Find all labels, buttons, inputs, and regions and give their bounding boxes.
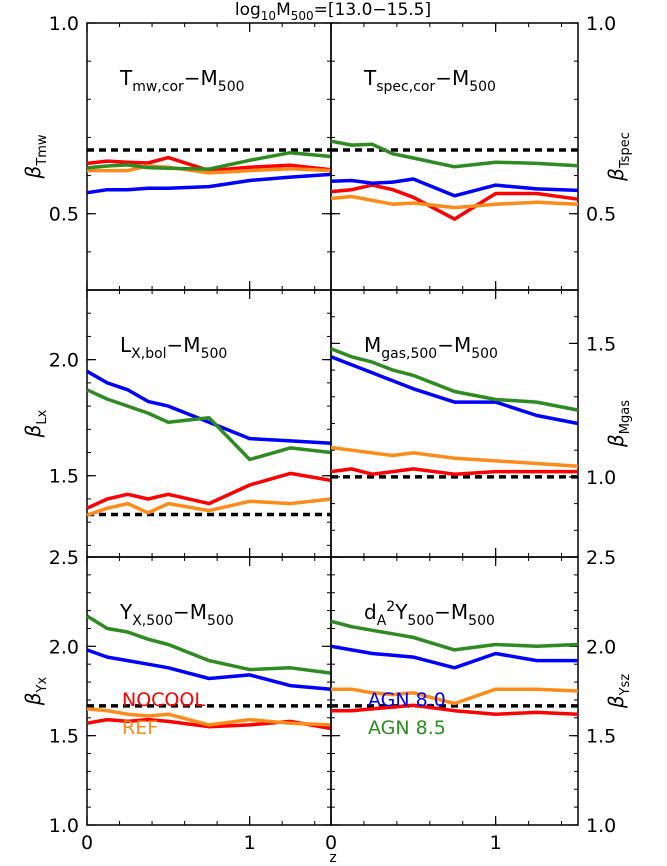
- y-tick-label: 1.5: [586, 333, 616, 355]
- x-tick-label: 1: [490, 832, 502, 854]
- panel-yx: 1.0 1.5 2.0 2.5 0 1 YX,500−M500 βYx: [21, 547, 332, 854]
- y-axis-label: βMgas: [604, 400, 633, 448]
- y-tick-label: 0.5: [49, 204, 79, 226]
- x-tick-label: 1: [244, 832, 256, 854]
- series-line-agn-8.0: [86, 369, 332, 445]
- series-line-agn-8.0: [86, 648, 332, 691]
- panel-mgas: 1.0 1.5 Mgas,500−M500 βMgas: [330, 289, 633, 558]
- series-line-ref: [86, 497, 332, 517]
- panels-group: 0.5 1.0 Tmw,cor−M500 βTmw 0.5 1.0 Tspec,cor−M5…: [21, 13, 633, 854]
- y-axis-label: βLx: [21, 409, 50, 438]
- series-line-agn-8.5: [86, 150, 332, 171]
- series-line-ref: [86, 707, 332, 727]
- y-tick-label: 1.0: [49, 13, 79, 35]
- x-tick-label: 0: [325, 832, 337, 854]
- series-line-nocool: [331, 703, 579, 716]
- series-line-agn-8.5: [330, 139, 579, 169]
- x-axis-label: z: [329, 850, 336, 866]
- legend-item: REF: [122, 717, 158, 739]
- series-line-agn-8.0: [330, 644, 578, 670]
- series-line-agn-8.5: [86, 614, 332, 675]
- y-tick-label: 1.0: [586, 13, 616, 35]
- series-line-agn-8.5: [330, 347, 579, 412]
- series-line-ref: [331, 687, 579, 706]
- series-line-agn-8.5: [86, 388, 332, 462]
- panel-label: Tspec,cor−M500: [363, 66, 496, 95]
- y-tick-label: 1.0: [586, 467, 616, 489]
- legend-item: NOCOOL: [122, 689, 205, 711]
- series-line-nocool: [330, 183, 579, 221]
- y-tick-label: 2.5: [586, 547, 616, 569]
- y-tick-label: 2.0: [586, 636, 616, 658]
- panel-label: LX,bol−M500: [120, 333, 227, 362]
- panel-frame: [330, 22, 579, 291]
- y-tick-label: 1.5: [49, 726, 79, 748]
- y-axis-label: βTmw: [21, 134, 50, 179]
- panel-label: YX,500−M500: [119, 600, 234, 629]
- y-tick-label: 1.5: [49, 466, 79, 488]
- series-line-nocool: [86, 155, 332, 173]
- chart-title: log10M500=[13.0−15.5]: [235, 0, 431, 23]
- y-tick-label: 2.5: [49, 547, 79, 569]
- y-axis-label: βYsz: [604, 674, 633, 709]
- legend-item: AGN 8.0: [368, 689, 446, 711]
- panel-tspec: 0.5 1.0 Tspec,cor−M500 βTspec: [330, 13, 633, 291]
- panel-lx: 1.5 2.0 LX,bol−M500 βLx: [21, 289, 332, 558]
- y-axis-label: βTspec: [604, 132, 633, 182]
- series-line-agn-8.0: [86, 172, 332, 195]
- panel-label: dA2Y500−M500: [364, 599, 495, 629]
- y-tick-label: 1.0: [49, 815, 79, 837]
- panel-frame: [86, 22, 332, 291]
- panel-label: Mgas,500−M500: [364, 333, 498, 362]
- series-line-ref: [330, 445, 579, 468]
- panel-label: Tmw,cor−M500: [119, 66, 245, 95]
- panel-tmw: 0.5 1.0 Tmw,cor−M500 βTmw: [21, 13, 332, 291]
- y-tick-label: 1.0: [586, 815, 616, 837]
- panel-frame: [330, 289, 579, 558]
- legend-item: AGN 8.5: [368, 717, 446, 739]
- series-line-nocool: [330, 467, 578, 476]
- x-tick-label: 0: [81, 832, 93, 854]
- series-line-agn-8.5: [330, 619, 579, 652]
- y-tick-label: 2.0: [49, 350, 79, 372]
- y-tick-label: 0.5: [586, 204, 616, 226]
- y-tick-label: 1.5: [586, 726, 616, 748]
- y-axis-label: βYx: [21, 676, 50, 706]
- series-line-nocool: [86, 471, 332, 510]
- series-line-ref: [330, 194, 579, 210]
- panel-ysz: 1.0 1.5 2.0 2.5 0 1 dA2Y500−M500 βYsz: [325, 547, 633, 854]
- series-line-agn-8.0: [330, 355, 579, 426]
- y-tick-label: 2.0: [49, 636, 79, 658]
- series-line-agn-8.0: [330, 177, 579, 198]
